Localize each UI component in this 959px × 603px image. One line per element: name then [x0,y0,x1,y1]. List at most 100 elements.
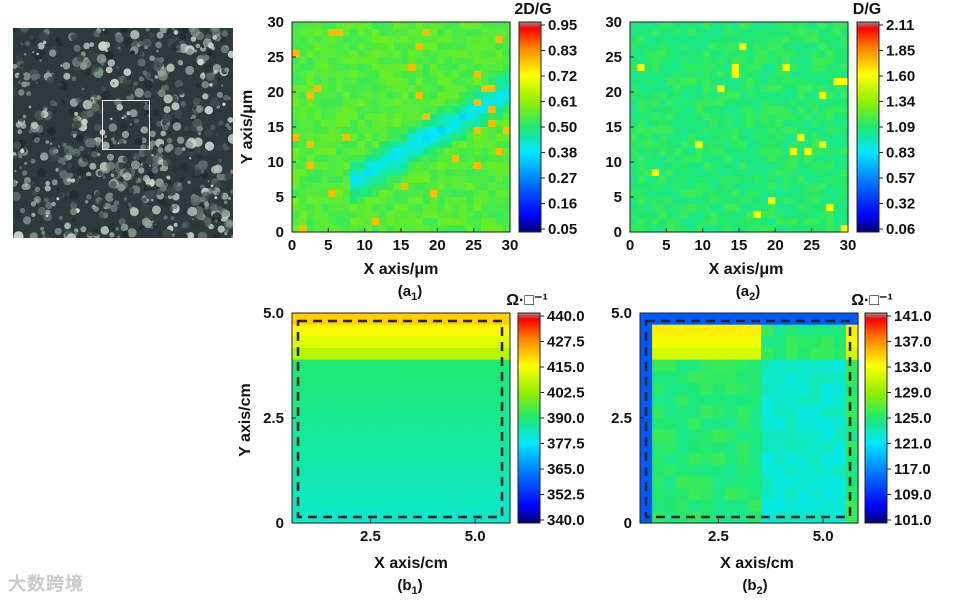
heatmap-cell [666,134,675,142]
heatmap-cell [415,176,424,184]
heatmap-cell [637,22,646,30]
heatmap-cell [811,106,820,114]
heatmap-cell [497,371,511,384]
heatmap-cell [789,183,798,191]
heatmap-cell [789,120,798,128]
heatmap-cell [717,211,726,219]
heatmap-cell [804,99,813,107]
heatmap-cell [306,155,315,163]
heatmap-cell [379,169,388,177]
heatmap-cell [342,134,351,142]
heatmap-cell [651,85,660,93]
heatmap-cell [408,22,417,30]
heatmap-cell [488,169,497,177]
heatmap-cell [797,113,805,121]
heatmap-cell [833,22,842,30]
heatmap-cell [352,348,366,361]
heatmap-cell [430,190,438,198]
heatmap-cell [485,383,499,396]
heatmap-cell [342,190,351,198]
heatmap-cell [637,155,646,163]
heatmap-cell [340,313,354,326]
heatmap-cell [425,394,438,407]
heatmap-cell [299,183,308,191]
heatmap-cell [306,148,315,156]
heatmap-cell [437,218,446,226]
heatmap-cell [637,211,646,219]
heatmap-cell [480,183,489,191]
heatmap-cell [673,162,682,170]
heatmap-cell [717,64,726,72]
heatmap-cell [401,336,414,349]
heatmap-cell [826,113,835,121]
heatmap-cell [306,190,315,198]
optical-micrograph [13,28,233,238]
heatmap-cell [659,169,667,177]
heatmap-cell [680,113,689,121]
heatmap-cell [797,197,805,205]
heatmap-cell [485,394,499,407]
heatmap-cell [304,348,317,361]
heatmap-cell [364,418,378,431]
heatmap-cell [724,476,738,489]
heatmap-cell [775,113,784,121]
heatmap-cell [637,120,646,128]
heatmap-cell [451,106,460,114]
heatmap-cell [425,336,438,349]
heatmap-cell [473,225,482,233]
heatmap-cell [379,50,388,58]
heatmap-cell [739,225,747,233]
heatmap-cell [724,429,738,442]
micrograph-grain [227,196,231,200]
micrograph-grain [67,172,73,178]
heatmap-cell [313,204,322,212]
heatmap-cell [316,464,329,477]
heatmap-cell [321,176,329,184]
heatmap-cell [760,43,769,51]
heatmap-cell [321,43,329,51]
x-tick-label: 5 [662,237,670,254]
heatmap-cell [630,99,638,107]
micrograph-grain [201,81,209,89]
heatmap-cell [702,169,711,177]
micrograph-grain [163,215,168,220]
heatmap-cell [401,85,409,93]
heatmap-cell [461,313,475,326]
heatmap-cell [804,155,813,163]
micrograph-grain [225,45,228,48]
heatmap-cell [673,78,682,86]
heatmap-cell [680,141,689,149]
heatmap-cell [845,313,859,326]
heatmap-cell [299,113,308,121]
micrograph-grain [20,123,27,129]
heatmap-cell [775,120,784,128]
heatmap-cell [736,476,750,489]
heatmap-cell [724,488,738,501]
heatmap-cell [357,64,366,72]
heatmap-cell [357,183,366,191]
heatmap-cell [364,324,378,337]
heatmap-cell [488,85,497,93]
y-tick-label: 10 [267,154,284,171]
heatmap-cell [789,211,798,219]
heatmap-cell [630,120,638,128]
heatmap-cell [473,371,487,384]
heatmap-cell [797,406,811,419]
heatmap-cell [451,43,460,51]
heatmap-cell [659,183,667,191]
heatmap-cell [306,204,315,212]
heatmap-cell [826,204,835,212]
heatmap-cell [797,453,811,466]
micrograph-grain [224,172,232,180]
heatmap-cell [299,99,308,107]
heatmap-cell [422,183,431,191]
heatmap-cell [376,429,390,442]
heatmap-cell [401,324,414,337]
heatmap-cell [393,85,402,93]
heatmap-cell [797,476,811,489]
heatmap-cell [811,85,820,93]
heatmap-cell [364,453,378,466]
heatmap-cell [768,211,776,219]
heatmap-cell [630,43,638,51]
heatmap-cell [461,359,475,372]
